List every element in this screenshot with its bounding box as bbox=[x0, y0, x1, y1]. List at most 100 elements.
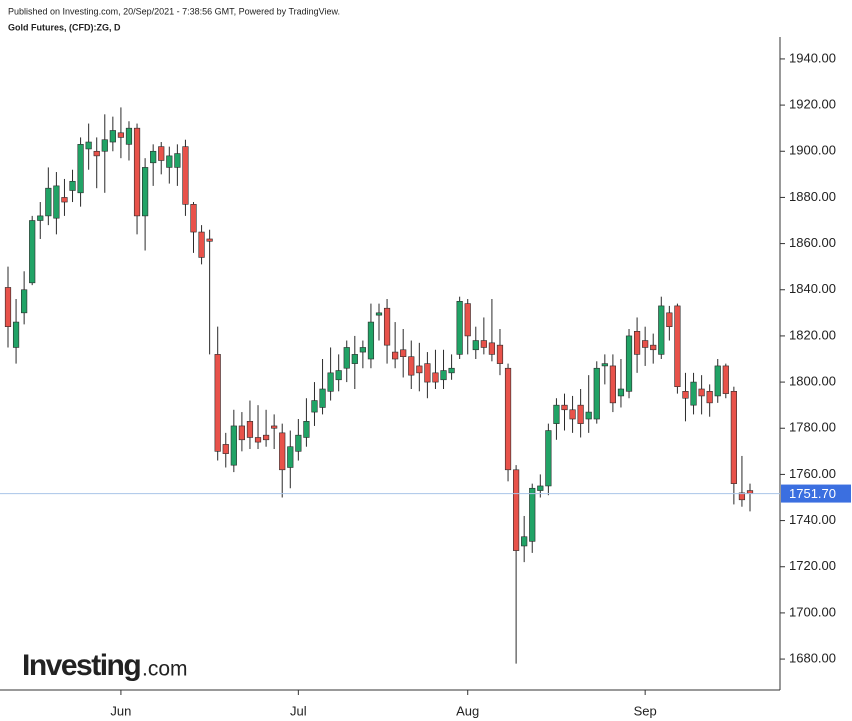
candle-body bbox=[432, 372, 439, 383]
y-tick-label: 1800.00 bbox=[789, 374, 836, 389]
y-tick-label: 1820.00 bbox=[789, 327, 836, 342]
candle-body bbox=[392, 351, 399, 360]
candle-body bbox=[343, 347, 350, 369]
candle-body bbox=[400, 349, 407, 357]
x-tick-label: Jun bbox=[110, 703, 131, 718]
candle-body bbox=[142, 167, 149, 217]
y-tick-label: 1720.00 bbox=[789, 558, 836, 573]
candle-body bbox=[448, 367, 455, 374]
candle-body bbox=[666, 312, 673, 327]
candle-body bbox=[577, 404, 584, 424]
candle-body bbox=[117, 132, 125, 138]
candle-body bbox=[738, 492, 746, 501]
candle-body bbox=[561, 404, 568, 411]
x-tick-label: Aug bbox=[456, 703, 479, 718]
candle-body bbox=[682, 391, 689, 399]
candle-body bbox=[4, 287, 12, 327]
y-tick-label: 1860.00 bbox=[789, 235, 836, 250]
candle-body bbox=[12, 321, 20, 348]
candle-body bbox=[730, 391, 737, 484]
candle-body bbox=[206, 238, 213, 242]
candle-body bbox=[287, 446, 294, 468]
candle-body bbox=[569, 409, 576, 420]
candle-body bbox=[101, 139, 108, 152]
y-tick-label: 1840.00 bbox=[789, 281, 836, 296]
candle-body bbox=[158, 146, 165, 161]
candle-body bbox=[658, 305, 665, 355]
last-price-box bbox=[781, 484, 851, 503]
candle-body bbox=[698, 388, 705, 397]
candle-body bbox=[53, 185, 60, 219]
candle-body bbox=[521, 536, 528, 547]
y-tick-label: 1700.00 bbox=[789, 604, 836, 619]
candle-body bbox=[601, 363, 608, 367]
candle-body bbox=[230, 425, 237, 466]
candle-body bbox=[37, 215, 44, 221]
candle-body bbox=[222, 444, 229, 454]
candle-body bbox=[617, 388, 625, 397]
x-tick-label: Jul bbox=[290, 703, 307, 718]
logo-suffix: .com bbox=[142, 658, 188, 681]
candle-body bbox=[21, 289, 28, 314]
candle-body bbox=[513, 469, 520, 551]
candle-body bbox=[254, 437, 262, 443]
candle-body bbox=[367, 321, 375, 360]
candle-body bbox=[714, 365, 721, 397]
candle-body bbox=[327, 372, 334, 392]
y-tick-label: 1780.00 bbox=[789, 420, 836, 435]
candle-body bbox=[262, 434, 270, 441]
candle-body bbox=[642, 340, 649, 348]
last-price-label: 1751.70 bbox=[789, 486, 836, 501]
candle-body bbox=[295, 434, 302, 452]
published-note: Published on Investing.com, 20/Sep/2021 … bbox=[8, 6, 340, 16]
candle-body bbox=[537, 485, 544, 491]
candle-body bbox=[625, 335, 633, 392]
candle-body bbox=[150, 150, 157, 164]
y-tick-label: 1680.00 bbox=[789, 651, 836, 666]
candle-body bbox=[271, 425, 278, 429]
candle-body bbox=[383, 307, 391, 346]
candle-body bbox=[472, 340, 479, 351]
candle-body bbox=[109, 130, 116, 143]
candle-body bbox=[61, 197, 68, 203]
candle-body bbox=[174, 153, 181, 168]
candle-body bbox=[416, 365, 423, 374]
candle-body bbox=[319, 388, 326, 408]
candle-body bbox=[351, 354, 358, 364]
logo-brand: Investing bbox=[22, 649, 140, 682]
candle-body bbox=[133, 127, 141, 217]
candle-body bbox=[440, 370, 447, 381]
candle-body bbox=[29, 220, 36, 284]
candle-body bbox=[464, 303, 471, 337]
y-tick-label: 1880.00 bbox=[789, 189, 836, 204]
candle-body bbox=[166, 155, 173, 168]
candle-body bbox=[585, 411, 592, 420]
candle-body bbox=[279, 432, 286, 471]
candle-body bbox=[214, 354, 221, 452]
y-tick-label: 1900.00 bbox=[789, 143, 836, 158]
candle-body bbox=[674, 305, 681, 387]
candle-body bbox=[69, 180, 76, 191]
candle-body bbox=[593, 367, 600, 420]
candle-body bbox=[496, 344, 504, 364]
candle-body bbox=[125, 127, 133, 145]
candle-body bbox=[93, 150, 100, 157]
candle-body bbox=[529, 487, 536, 542]
candle-body bbox=[45, 187, 52, 217]
candle-body bbox=[545, 430, 552, 487]
instrument-title: Gold Futures, (CFD):ZG, D bbox=[8, 22, 121, 32]
candle-body bbox=[77, 144, 84, 194]
candle-body bbox=[690, 381, 697, 406]
candle-body bbox=[480, 340, 487, 348]
candle-body bbox=[182, 146, 189, 205]
candle-body bbox=[303, 421, 310, 438]
y-tick-label: 1920.00 bbox=[789, 97, 836, 112]
candle-body bbox=[375, 312, 383, 316]
candle-body bbox=[85, 141, 92, 150]
candle-body bbox=[633, 331, 641, 355]
candle-body bbox=[190, 204, 197, 233]
candle-body bbox=[488, 342, 496, 355]
candle-body bbox=[650, 344, 657, 351]
